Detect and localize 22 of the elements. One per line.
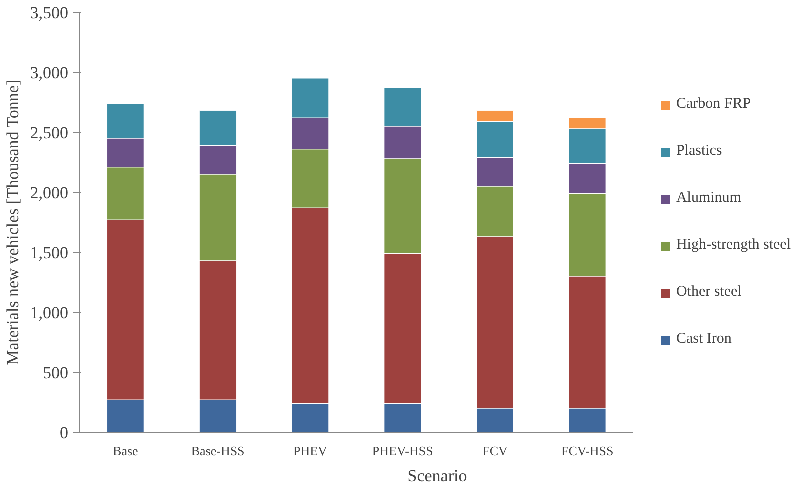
x-tick-label: PHEV: [293, 444, 328, 458]
y-tick-label: 1,000: [30, 304, 68, 322]
legend-label: Cast Iron: [676, 331, 732, 348]
y-tick-label: 2,500: [30, 124, 68, 142]
y-axis-title: Materials new vehicles [Thousand Tonne]: [3, 80, 22, 366]
x-tick-label: Base: [113, 444, 139, 458]
x-tick-label: PHEV-HSS: [372, 444, 434, 458]
legend-label: Carbon FRP: [676, 96, 752, 113]
y-tick-label: 1,500: [30, 244, 68, 262]
x-tick-label: Base-HSS: [191, 444, 245, 458]
legend-label: Plastics: [676, 143, 722, 160]
legend-label: Aluminum: [676, 190, 742, 207]
y-tick-label: 0: [60, 424, 68, 442]
y-tick-label: 3,500: [30, 4, 68, 22]
y-tick-label: 3,000: [30, 64, 68, 82]
x-axis-title: Scenario: [408, 466, 468, 486]
y-tick-label: 500: [43, 364, 68, 382]
x-tick-label: FCV-HSS: [561, 444, 614, 458]
legend-label: Other steel: [676, 284, 742, 301]
x-tick-label: FCV: [482, 444, 508, 458]
legend-label: High-strength steel: [676, 237, 791, 254]
y-tick-label: 2,000: [30, 184, 68, 202]
